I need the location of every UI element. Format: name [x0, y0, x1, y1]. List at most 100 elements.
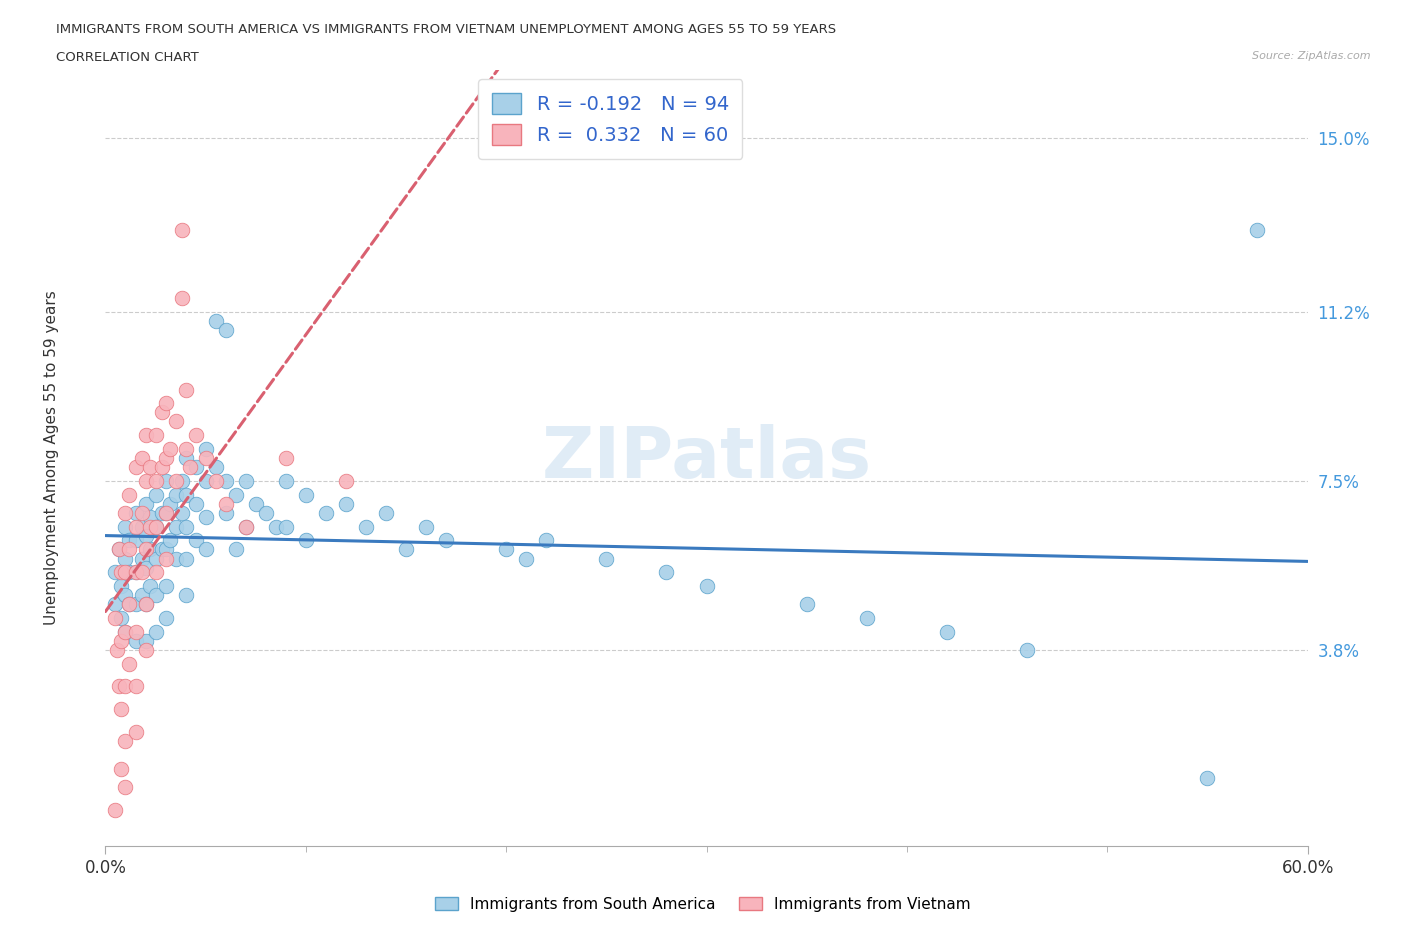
Point: [110, 578, 132, 593]
Point: [145, 487, 167, 502]
Point: [165, 519, 187, 534]
Point: [114, 505, 136, 520]
Point: [155, 505, 177, 520]
Point: [135, 428, 157, 443]
Point: [170, 473, 193, 488]
Point: [214, 323, 236, 338]
Point: [118, 597, 141, 612]
Point: [245, 497, 267, 512]
Point: [124, 624, 146, 639]
Point: [138, 578, 160, 593]
Point: [124, 565, 146, 579]
Point: [194, 542, 217, 557]
Point: [114, 551, 136, 566]
Point: [118, 597, 141, 612]
Point: [124, 533, 146, 548]
Point: [274, 451, 297, 466]
Point: [155, 451, 177, 466]
Point: [170, 505, 193, 520]
Point: [165, 473, 187, 488]
Point: [1246, 222, 1268, 237]
Point: [104, 565, 127, 579]
Point: [315, 505, 337, 520]
Point: [194, 510, 217, 525]
Point: [135, 560, 157, 575]
Point: [796, 597, 818, 612]
Point: [170, 291, 193, 306]
Point: [107, 643, 129, 658]
Point: [165, 414, 187, 429]
Point: [150, 459, 173, 474]
Point: [184, 497, 207, 512]
Point: [274, 519, 297, 534]
Point: [194, 473, 217, 488]
Point: [335, 497, 357, 512]
Point: [1197, 770, 1219, 785]
Point: [145, 473, 167, 488]
Point: [174, 588, 197, 603]
Point: [165, 487, 187, 502]
Point: [235, 473, 257, 488]
Point: [124, 505, 146, 520]
Point: [135, 643, 157, 658]
Point: [696, 578, 718, 593]
Point: [124, 519, 146, 534]
Point: [274, 473, 297, 488]
Point: [104, 803, 127, 817]
Point: [170, 222, 193, 237]
Point: [855, 610, 877, 625]
Point: [114, 624, 136, 639]
Point: [159, 442, 181, 457]
Point: [131, 565, 153, 579]
Point: [214, 473, 236, 488]
Point: [110, 761, 132, 776]
Point: [184, 533, 207, 548]
Point: [159, 533, 181, 548]
Point: [114, 679, 136, 694]
Point: [135, 633, 157, 648]
Point: [110, 565, 132, 579]
Point: [145, 565, 167, 579]
Point: [179, 459, 201, 474]
Point: [108, 679, 131, 694]
Point: [374, 505, 398, 520]
Point: [135, 473, 157, 488]
Point: [150, 505, 173, 520]
Point: [135, 497, 157, 512]
Point: [155, 542, 177, 557]
Point: [936, 624, 959, 639]
Point: [434, 533, 457, 548]
Point: [214, 505, 236, 520]
Point: [110, 610, 132, 625]
Point: [534, 533, 557, 548]
Point: [174, 442, 197, 457]
Point: [184, 459, 207, 474]
Point: [118, 657, 141, 671]
Point: [104, 610, 127, 625]
Point: [138, 510, 160, 525]
Point: [108, 542, 131, 557]
Point: [204, 473, 226, 488]
Point: [150, 405, 173, 419]
Point: [124, 633, 146, 648]
Point: [174, 519, 197, 534]
Point: [395, 542, 418, 557]
Point: [204, 313, 226, 328]
Point: [145, 551, 167, 566]
Point: [235, 519, 257, 534]
Point: [145, 428, 167, 443]
Point: [118, 565, 141, 579]
Point: [118, 533, 141, 548]
Point: [114, 624, 136, 639]
Point: [104, 597, 127, 612]
Point: [131, 505, 153, 520]
Point: [114, 588, 136, 603]
Legend: Immigrants from South America, Immigrants from Vietnam: Immigrants from South America, Immigrant…: [429, 890, 977, 918]
Point: [124, 724, 146, 739]
Point: [225, 542, 247, 557]
Point: [131, 551, 153, 566]
Point: [295, 487, 318, 502]
Text: IMMIGRANTS FROM SOUTH AMERICA VS IMMIGRANTS FROM VIETNAM UNEMPLOYMENT AMONG AGES: IMMIGRANTS FROM SOUTH AMERICA VS IMMIGRA…: [56, 23, 837, 36]
Point: [131, 451, 153, 466]
Point: [174, 382, 197, 397]
